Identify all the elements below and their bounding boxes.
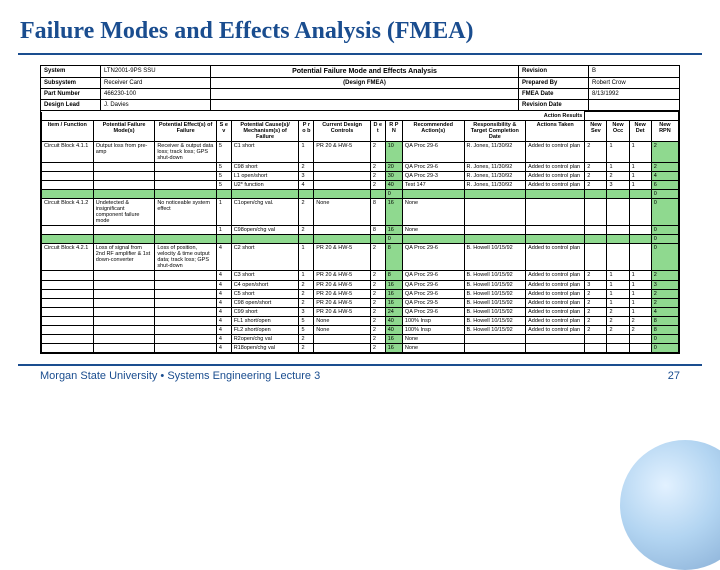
col-controls: Current Design Controls — [314, 120, 371, 141]
lead-value: J. Davies — [104, 102, 129, 108]
col-item: Item / Function — [42, 120, 94, 141]
footer: Morgan State University • Systems Engine… — [0, 366, 720, 382]
table-row: 4C4 open/short2PR 20 & HW-5216QA Proc 29… — [42, 280, 679, 289]
prepby-label: Prepared By — [522, 80, 557, 86]
table-row: 4C5 short2PR 20 & HW-5216QA Proc 29-6B. … — [42, 289, 679, 298]
col-rpn: R P N — [385, 120, 402, 141]
col-det: D e t — [370, 120, 385, 141]
col-prob: P r o b — [299, 120, 314, 141]
fmeadate-value: 8/13/1992 — [592, 91, 619, 97]
table-row: 4C98 open/short2PR 20 & HW-5216QA Proc 2… — [42, 298, 679, 307]
fmea-sheet: System LTN2001-9PS SSU Potential Failure… — [40, 65, 680, 354]
action-results-label: Action Results — [42, 112, 585, 121]
table-row: 4FL1 short/open5None240100% InspB. Howel… — [42, 316, 679, 325]
fmeadate-label: FMEA Date — [522, 91, 553, 97]
col-sev: S e v — [216, 120, 231, 141]
column-header-row: Item / Function Potential Failure Mode(s… — [42, 120, 679, 141]
sheet-header-row1: System LTN2001-9PS SSU Potential Failure… — [41, 66, 679, 78]
prepby-value: Robert Crow — [592, 80, 626, 86]
table-row: Circuit Block 4.1.2Undetected & insignif… — [42, 199, 679, 226]
col-effect: Potential Effect(s) of Failure — [155, 120, 217, 141]
table-row: Circuit Block 4.1.1Output loss from pre-… — [42, 141, 679, 162]
page-title: Failure Modes and Effects Analysis (FMEA… — [0, 0, 720, 53]
partnum-value: 466230-100 — [104, 91, 136, 97]
table-row: 00 — [42, 189, 679, 198]
sheet-title-2: (Design FMEA) — [211, 78, 519, 88]
globe-decoration — [620, 440, 720, 570]
sheet-header-row2: Subsystem Receiver Card (Design FMEA) Pr… — [41, 78, 679, 89]
partnum-label: Part Number — [44, 91, 80, 97]
col-action: Recommended Action(s) — [402, 120, 464, 141]
col-nrpn: New RPN — [651, 120, 678, 141]
subsystem-label: Subsystem — [44, 80, 76, 86]
system-label: System — [44, 68, 65, 74]
system-value: LTN2001-9PS SSU — [104, 68, 156, 74]
table-row: 4C3 short1PR 20 & HW-528QA Proc 29-6B. H… — [42, 271, 679, 280]
table-row: Circuit Block 4.2.1Loss of signal from 2… — [42, 244, 679, 271]
col-nocc: New Occ — [607, 120, 629, 141]
col-nsev: New Sev — [585, 120, 607, 141]
sheet-title-1: Potential Failure Mode and Effects Analy… — [211, 66, 519, 77]
revision-value: B — [592, 68, 596, 74]
col-ndet: New Det — [629, 120, 651, 141]
revision-label: Revision — [522, 68, 547, 74]
revdate-label: Revision Date — [522, 102, 562, 108]
lead-label: Design Lead — [44, 102, 80, 108]
table-row: 5C98 short2220QA Proc 29-6R. Jones, 11/3… — [42, 162, 679, 171]
subsystem-value: Receiver Card — [104, 80, 142, 86]
title-rule — [18, 53, 702, 55]
col-resp: Responsibility & Target Completion Date — [464, 120, 526, 141]
table-row: 4C99 short3PR 20 & HW-5224QA Proc 29-6B.… — [42, 307, 679, 316]
table-row: 5U2* function4240Test 147R. Jones, 11/30… — [42, 180, 679, 189]
table-row: 5L1 open/short3230QA Proc 29-3R. Jones, … — [42, 171, 679, 180]
footer-right: 27 — [668, 370, 680, 382]
table-row: 4R2open/chg val2216None0 — [42, 334, 679, 343]
table-row: 4FL2 short/open5None240100% InspB. Howel… — [42, 325, 679, 334]
table-row: 4R18open/chg val2216None0 — [42, 343, 679, 352]
col-mode: Potential Failure Mode(s) — [93, 120, 155, 141]
col-taken: Actions Taken — [526, 120, 585, 141]
fmea-table: Action Results Item / Function Potential… — [41, 111, 679, 353]
sheet-header-row3: Part Number 466230-100 FMEA Date 8/13/19… — [41, 89, 679, 100]
table-row: 00 — [42, 235, 679, 244]
col-cause: Potential Cause(s)/ Mechanism(s) of Fail… — [231, 120, 299, 141]
footer-left: Morgan State University • Systems Engine… — [40, 370, 320, 382]
action-results-header-row: Action Results — [42, 112, 679, 121]
table-row: 1C98open/chg val2816None0 — [42, 226, 679, 235]
sheet-header-row4: Design Lead J. Davies Revision Date — [41, 100, 679, 111]
